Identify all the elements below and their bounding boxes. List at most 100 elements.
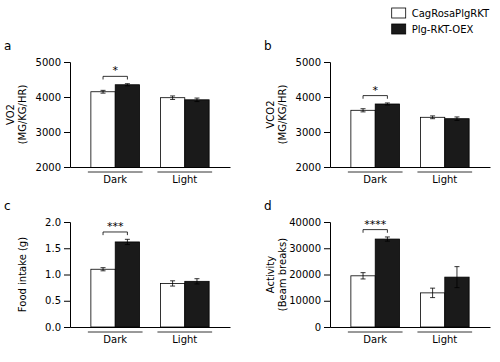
y-axis-title: Food intake (g): [17, 237, 28, 312]
error-bar: [101, 90, 106, 93]
legend-label: CagRosaPlgRKT: [412, 8, 490, 19]
x-tick: Dark: [363, 334, 387, 345]
group-underline: [88, 172, 143, 173]
y-tick-label: 4000: [36, 92, 61, 103]
bar: [445, 119, 469, 167]
y-tick-label: 30000: [289, 243, 321, 254]
error-bar: [454, 117, 459, 121]
y-axis-title: Activity(Beam breaks): [265, 238, 288, 311]
bar: [91, 269, 115, 327]
y-tick-mark: [324, 222, 330, 223]
error-bar: [385, 237, 390, 241]
x-tick: Dark: [363, 174, 387, 185]
bar: [115, 85, 139, 167]
y-tick-mark: [64, 301, 70, 302]
legend-swatch: [392, 24, 406, 34]
x-tick: Dark: [103, 334, 127, 345]
y-tick: 0.0: [45, 322, 70, 333]
bar: [185, 281, 209, 327]
plot-area: [351, 237, 469, 327]
x-axis-line: [71, 327, 231, 328]
x-axis-line: [331, 167, 491, 168]
x-tick-label: Light: [172, 174, 197, 185]
y-tick-label: 4000: [296, 92, 321, 103]
y-tick: 3000: [36, 127, 70, 138]
legend-item: Plg-RKT-OEX: [392, 24, 474, 35]
error-bar: [361, 273, 366, 279]
plot-area: [351, 103, 469, 167]
x-tick-label: Light: [432, 334, 457, 345]
group-underline: [417, 332, 472, 333]
y-tick: 0.5: [45, 295, 70, 306]
bar: [375, 104, 399, 167]
y-tick-mark: [324, 62, 330, 63]
y-tick-mark: [324, 248, 330, 249]
y-axis: 2000300040005000: [36, 57, 71, 173]
error-bar: [361, 109, 366, 112]
y-tick: 1.5: [45, 243, 70, 254]
error-bar: [101, 268, 106, 271]
y-tick-mark: [64, 167, 70, 168]
y-tick: 40000: [289, 217, 330, 228]
error-bar: [430, 288, 435, 297]
y-tick-label: 1.0: [45, 269, 61, 280]
plot-area: [91, 239, 209, 327]
y-axis-line: [64, 63, 71, 168]
x-axis: Dark Light: [71, 328, 231, 346]
x-tick: Light: [172, 174, 197, 185]
error-bar: [454, 267, 459, 288]
y-tick-mark: [64, 132, 70, 133]
significance-label: *: [372, 84, 378, 97]
x-tick-label: Light: [432, 174, 457, 185]
panel: 010000200003000040000DarkLightActivity(B…: [264, 199, 491, 345]
y-tick: 30000: [289, 243, 330, 254]
x-tick: Light: [172, 334, 197, 345]
y-tick: 3000: [296, 127, 330, 138]
panel-label: b: [264, 39, 272, 53]
significance-label: *: [112, 64, 118, 77]
y-tick-mark: [324, 97, 330, 98]
significance-label: ***: [107, 220, 124, 233]
y-tick-mark: [64, 327, 70, 328]
bar: [115, 242, 139, 327]
y-axis-title-line: (MG/KG/HR): [277, 85, 288, 145]
y-tick: 5000: [296, 57, 330, 68]
error-bar: [170, 281, 175, 286]
y-axis-line: [324, 63, 331, 168]
x-tick-label: Dark: [363, 334, 387, 345]
error-bar: [194, 279, 199, 284]
y-tick-mark: [324, 301, 330, 302]
y-tick-label: 20000: [289, 269, 321, 280]
y-axis-title-line: VCO2: [265, 100, 276, 128]
y-tick-label: 5000: [296, 57, 321, 68]
y-tick: 0: [315, 322, 330, 333]
x-tick: Light: [432, 334, 457, 345]
y-axis-line: [64, 223, 71, 328]
y-axis-line: [324, 223, 331, 328]
y-axis-title-line: Food intake (g): [17, 237, 28, 312]
y-tick: 4000: [296, 92, 330, 103]
panel-label: d: [264, 199, 272, 213]
panel-label: c: [4, 199, 11, 213]
x-axis-line: [71, 167, 231, 168]
y-tick-mark: [64, 275, 70, 276]
x-tick-label: Dark: [103, 174, 127, 185]
panel: 2000300040005000DarkLightVCO2(MG/KG/HR)b…: [264, 39, 491, 237]
legend: CagRosaPlgRKT Plg-RKT-OEX: [392, 8, 490, 35]
bar: [91, 92, 115, 167]
y-tick: 2000: [36, 162, 70, 173]
y-tick-mark: [64, 62, 70, 63]
x-tick: Dark: [103, 174, 127, 185]
y-axis: 0.00.51.01.52.0: [45, 217, 70, 333]
y-tick-label: 0: [315, 322, 321, 333]
x-axis: Dark Light: [71, 168, 231, 186]
error-bar: [125, 84, 130, 86]
plot-area: [91, 84, 209, 167]
group-underline: [348, 172, 403, 173]
y-tick-mark: [324, 132, 330, 133]
y-axis-title-line: (MG/KG/HR): [17, 85, 28, 145]
group-underline: [88, 332, 143, 333]
y-tick-label: 0.5: [45, 295, 61, 306]
y-tick-mark: [324, 327, 330, 328]
y-tick-mark: [64, 222, 70, 223]
